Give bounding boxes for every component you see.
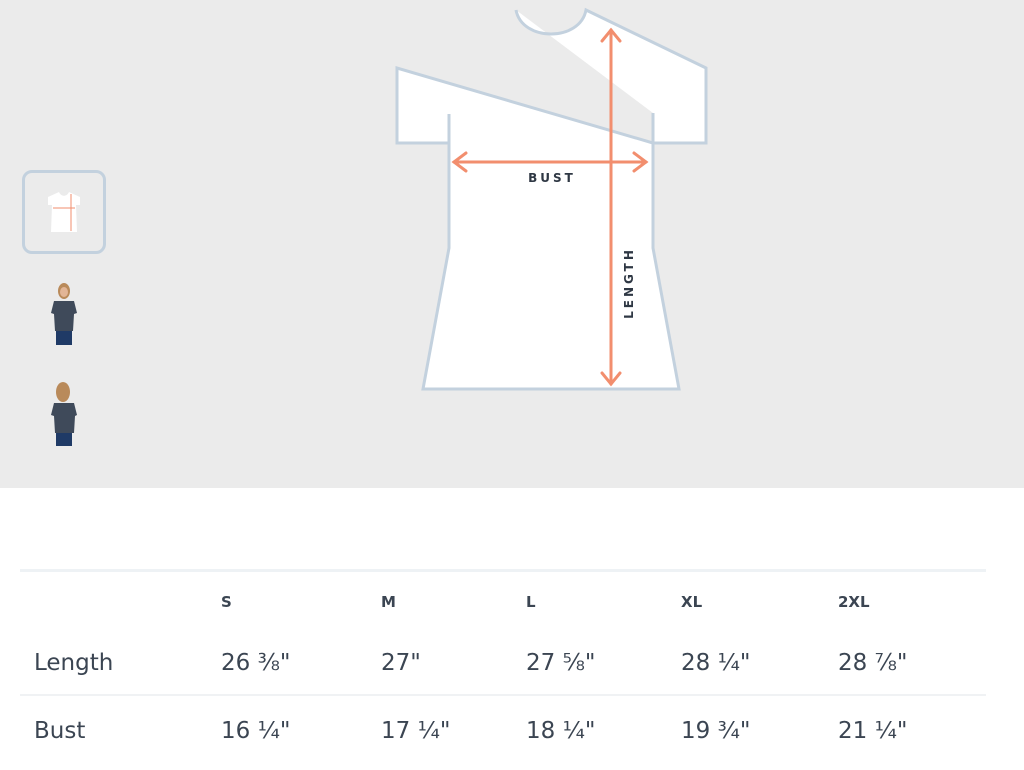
- table-cell: 28 ¼": [681, 650, 751, 676]
- column-header-l: L: [526, 593, 536, 611]
- thumbnail-size-diagram[interactable]: [22, 170, 106, 254]
- model-back-photo: [51, 382, 77, 446]
- table-cell: 18 ¼": [526, 718, 596, 744]
- product-image-gallery: BUST LENGTH: [0, 0, 1024, 488]
- row-label: Length: [34, 650, 114, 676]
- column-header-2xl: 2XL: [838, 593, 870, 611]
- length-label: LENGTH: [622, 247, 636, 319]
- thumbnail-model-back[interactable]: [22, 372, 106, 456]
- tshirt-outline: [395, 7, 708, 391]
- column-header-s: S: [221, 593, 232, 611]
- bust-label: BUST: [528, 171, 576, 185]
- table-cell: 17 ¼": [381, 718, 451, 744]
- column-header-m: M: [381, 593, 396, 611]
- table-row-bust: Bust 16 ¼" 17 ¼" 18 ¼" 19 ¾" 21 ¼": [20, 694, 986, 766]
- size-diagram: BUST LENGTH: [395, 7, 708, 391]
- tshirt-diagram-thumbnail-icon: [48, 192, 80, 232]
- table-cell: 28 ⅞": [838, 650, 908, 676]
- table-cell: 16 ¼": [221, 718, 291, 744]
- bust-arrow: [451, 151, 649, 173]
- table-cell: 27 ⅝": [526, 650, 596, 676]
- length-arrow: [600, 27, 622, 387]
- table-cell: 27": [381, 650, 421, 676]
- column-header-xl: XL: [681, 593, 703, 611]
- thumbnail-model-front[interactable]: [22, 272, 106, 356]
- table-cell: 21 ¼": [838, 718, 908, 744]
- size-chart-table: S M L XL 2XL Length 26 ⅜" 27" 27 ⅝" 28 ¼…: [20, 569, 986, 766]
- table-row-length: Length 26 ⅜" 27" 27 ⅝" 28 ¼" 28 ⅞": [20, 632, 986, 694]
- table-cell: 26 ⅜": [221, 650, 291, 676]
- model-front-photo: [51, 283, 77, 345]
- size-header-row: S M L XL 2XL: [20, 572, 986, 632]
- table-cell: 19 ¾": [681, 718, 751, 744]
- row-label: Bust: [34, 718, 86, 744]
